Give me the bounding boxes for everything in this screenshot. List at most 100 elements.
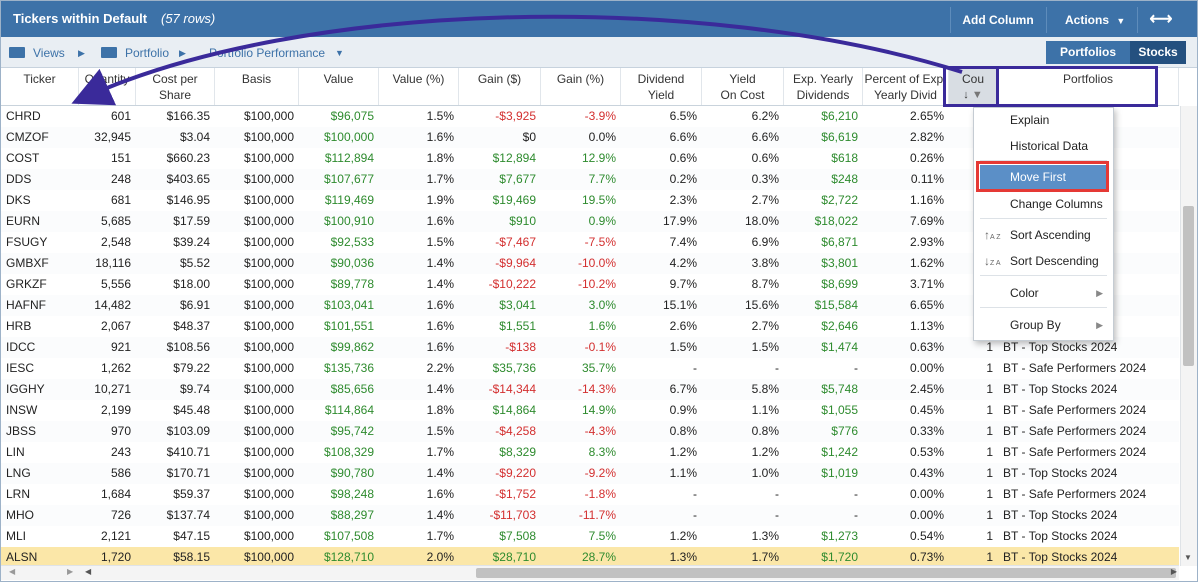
table-cell: $100,000 bbox=[243, 193, 294, 207]
table-cell: $100,000 bbox=[243, 445, 294, 459]
column-header[interactable]: Value bbox=[299, 68, 379, 105]
table-cell: 1.5% bbox=[426, 424, 454, 438]
table-cell: 1 bbox=[986, 466, 993, 480]
scrollbar-thumb[interactable] bbox=[1183, 206, 1194, 366]
column-header[interactable]: Portfolios bbox=[998, 68, 1179, 105]
table-cell: 7.4% bbox=[669, 235, 697, 249]
vertical-scrollbar[interactable]: ▼ bbox=[1180, 106, 1197, 566]
column-context-menu: Explain Historical Data Move First Chang… bbox=[973, 107, 1114, 341]
table-cell: 14.9% bbox=[581, 403, 616, 417]
table-cell: 8.7% bbox=[751, 277, 779, 291]
table-cell: 1.4% bbox=[426, 508, 454, 522]
table-cell: DKS bbox=[6, 193, 31, 207]
portfolio-menu[interactable]: Portfolio bbox=[125, 46, 170, 60]
table-row[interactable]: FSUGY 2,548 $39.24 $100,000 $92,533 1.5% -$7,4… bbox=[1, 232, 1179, 254]
horizontal-scrollbar[interactable]: ◀ ▶ ◀ ▶ bbox=[1, 565, 1179, 580]
table-row[interactable]: HAFNF 14,482 $6.91 $100,000 $103,041 1.6% $3,0… bbox=[1, 295, 1179, 317]
table-cell: $6,210 bbox=[821, 109, 858, 123]
column-header[interactable]: Percent of Exp. Yearly Divid bbox=[863, 68, 949, 105]
table-cell: 151 bbox=[110, 151, 131, 165]
table-cell: 1.1% bbox=[669, 466, 697, 480]
table-cell: $9.74 bbox=[179, 382, 210, 396]
views-menu[interactable]: Views bbox=[33, 46, 65, 60]
table-cell: 4.2% bbox=[669, 256, 697, 270]
column-header[interactable]: Basis bbox=[215, 68, 299, 105]
table-cell: 0.11% bbox=[910, 172, 944, 186]
table-row[interactable]: GRKZF 5,556 $18.00 $100,000 $89,778 1.4% -$10,… bbox=[1, 274, 1179, 296]
column-header[interactable]: Gain ($) bbox=[459, 68, 541, 105]
scroll-right-icon[interactable]: ▶ bbox=[67, 567, 74, 576]
table-cell: $12,894 bbox=[492, 151, 536, 165]
table-cell: $5,748 bbox=[821, 382, 858, 396]
table-cell: -$9,220 bbox=[495, 466, 536, 480]
menu-item-sort-descending[interactable]: ↓Z A Sort Descending bbox=[974, 249, 1113, 273]
table-cell: $128,710 bbox=[323, 550, 374, 564]
table-cell: $47.15 bbox=[173, 529, 210, 543]
table-cell: 3.8% bbox=[751, 256, 779, 270]
menu-item-move-first[interactable]: Move First bbox=[980, 165, 1107, 189]
menu-item-explain[interactable]: Explain bbox=[1010, 113, 1050, 127]
column-header[interactable]: Exp. Yearly Dividends bbox=[784, 68, 863, 105]
table-cell: 2.45% bbox=[909, 382, 944, 396]
portfolios-toggle[interactable]: Portfolios bbox=[1046, 41, 1130, 64]
menu-item-sort-ascending[interactable]: ↑A Z Sort Ascending bbox=[974, 223, 1113, 247]
table-cell: $1,242 bbox=[821, 445, 858, 459]
caret-down-icon: ▼ bbox=[335, 48, 344, 58]
table-cell: $6,619 bbox=[821, 130, 858, 144]
menu-item-group-by[interactable]: Group By ▶ bbox=[974, 313, 1113, 337]
table-cell: 0.0% bbox=[588, 130, 616, 144]
column-header-active[interactable]: Cou ↓ ▼ bbox=[949, 68, 998, 105]
table-cell: 12.9% bbox=[581, 151, 616, 165]
table-row[interactable]: LNG 586 $170.71 $100,000 $90,780 1.4% -$9,220 -… bbox=[1, 463, 1179, 485]
menu-item-color[interactable]: Color ▶ bbox=[974, 281, 1113, 305]
stocks-toggle[interactable]: Stocks bbox=[1130, 41, 1186, 64]
menu-item-historical-data[interactable]: Historical Data bbox=[1010, 139, 1089, 153]
table-row[interactable]: JBSS 970 $103.09 $100,000 $95,742 1.5% -$4,258… bbox=[1, 421, 1179, 443]
table-cell: $8,329 bbox=[499, 445, 536, 459]
column-header[interactable]: Yield On Cost bbox=[702, 68, 784, 105]
table-cell: 18.0% bbox=[744, 214, 779, 228]
actions-label: Actions bbox=[1065, 13, 1110, 27]
table-cell: 18,116 bbox=[95, 256, 131, 270]
table-row[interactable]: CHRD 601 $166.35 $100,000 $96,075 1.5% -$3,925… bbox=[1, 106, 1179, 128]
actions-button[interactable]: Actions ▼ bbox=[1049, 7, 1131, 33]
table-row[interactable]: GMBXF 18,116 $5.52 $100,000 $90,036 1.4% -$9,9… bbox=[1, 253, 1179, 275]
add-column-button[interactable]: Add Column bbox=[962, 13, 1034, 27]
menu-item-change-columns[interactable]: Change Columns bbox=[1010, 197, 1103, 211]
scroll-down-icon[interactable]: ▼ bbox=[1184, 553, 1192, 562]
table-cell: 1 bbox=[986, 487, 993, 501]
table-cell: $90,780 bbox=[330, 466, 374, 480]
table-cell: $618 bbox=[831, 151, 858, 165]
table-cell: $100,000 bbox=[243, 172, 294, 186]
table-cell: $100,000 bbox=[243, 151, 294, 165]
table-cell: 0.73% bbox=[909, 550, 944, 564]
scroll-right-icon[interactable]: ▶ bbox=[1170, 567, 1177, 576]
table-cell: $35,736 bbox=[492, 361, 536, 375]
expand-width-icon[interactable]: ⟷ bbox=[1149, 11, 1173, 28]
table-cell: $107,677 bbox=[323, 172, 374, 186]
scroll-left-icon[interactable]: ◀ bbox=[85, 567, 92, 576]
column-header[interactable]: Value (%) bbox=[379, 68, 459, 105]
table-cell: 586 bbox=[110, 466, 131, 480]
table-cell: $107,508 bbox=[323, 529, 374, 543]
table-cell: $100,000 bbox=[243, 529, 294, 543]
table-cell: -14.3% bbox=[577, 382, 616, 396]
table-cell: 1.1% bbox=[751, 403, 779, 417]
table-row[interactable]: MLI 2,121 $47.15 $100,000 $107,508 1.7% $7,508… bbox=[1, 526, 1179, 548]
column-header[interactable]: Dividend Yield bbox=[621, 68, 702, 105]
table-cell: 1.5% bbox=[426, 235, 454, 249]
table-cell: $3,801 bbox=[821, 256, 858, 270]
table-cell: 1.8% bbox=[426, 151, 454, 165]
table-row[interactable]: HRB 2,067 $48.37 $100,000 $101,551 1.6% $1,551… bbox=[1, 316, 1179, 338]
table-cell: -$4,258 bbox=[495, 424, 536, 438]
toolbar-divider bbox=[950, 7, 951, 33]
scroll-left-icon[interactable]: ◀ bbox=[9, 567, 16, 576]
column-header[interactable]: Gain (%) bbox=[541, 68, 621, 105]
table-cell: - bbox=[775, 361, 779, 375]
sort-descending-icon: ↓Z A bbox=[984, 254, 1001, 268]
column-header[interactable]: Cost per Share bbox=[136, 68, 215, 105]
table-cell: 1 bbox=[986, 340, 993, 354]
table-row[interactable]: ALSN 1,720 $58.15 $100,000 $128,710 2.0% $28,7… bbox=[1, 547, 1179, 566]
scrollbar-thumb[interactable] bbox=[476, 568, 1176, 578]
